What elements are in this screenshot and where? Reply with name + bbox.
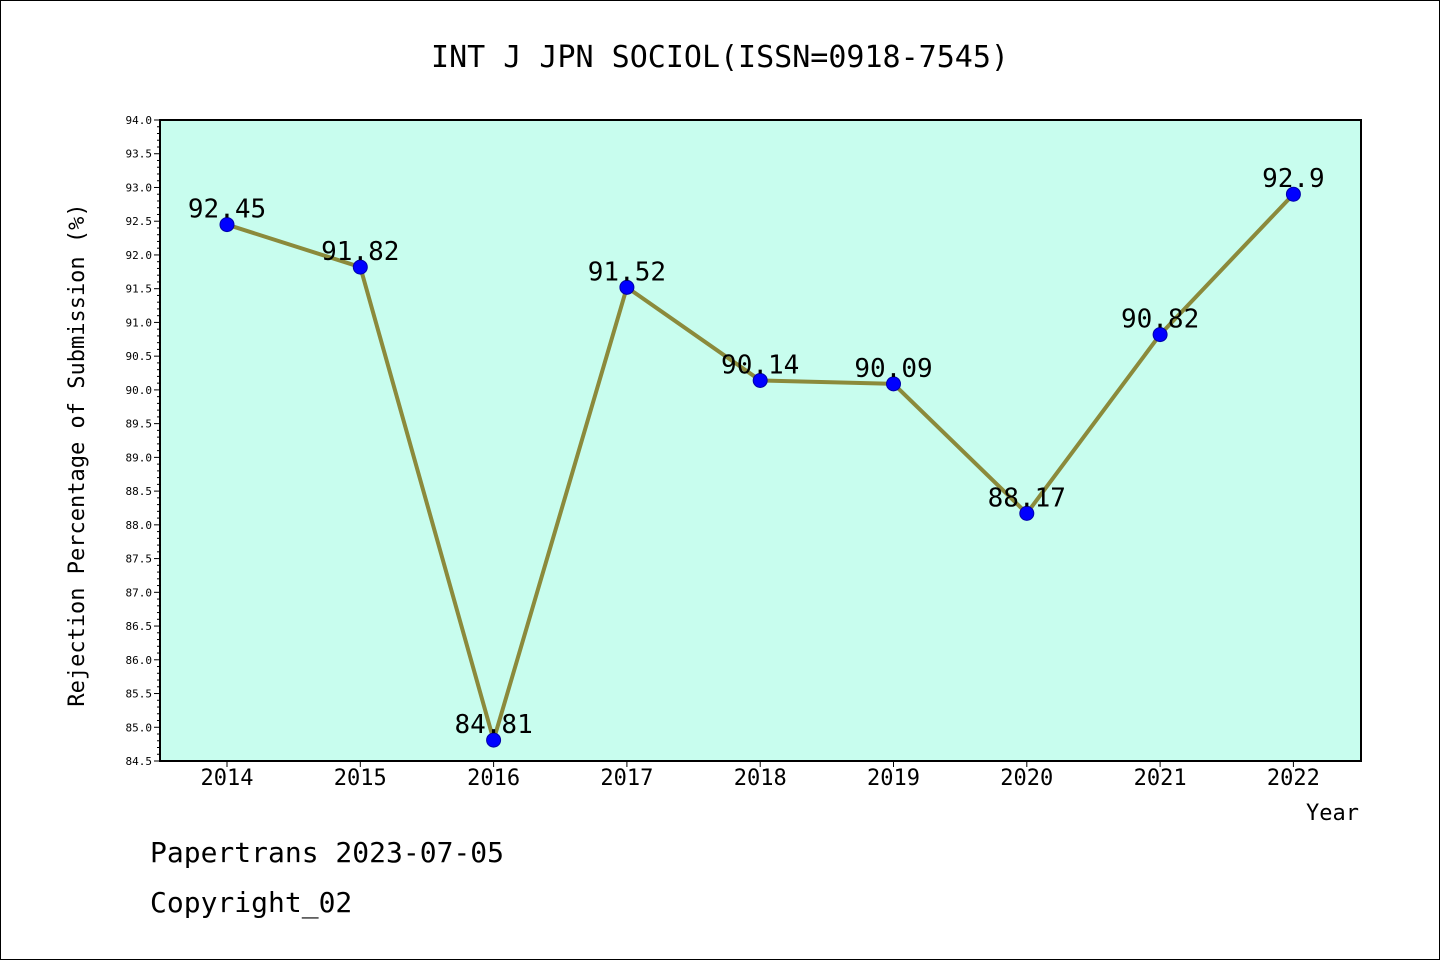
- data-point: [1019, 505, 1035, 521]
- x-axis-ticks: 2014 2015 2016 2017 2018 2019 2020 2021 2022: [201, 761, 1320, 791]
- y-tick-label: 84.5: [126, 755, 153, 768]
- data-label: 91.82: [321, 237, 399, 267]
- data-point: [219, 217, 235, 233]
- data-point: [486, 732, 502, 748]
- data-point: [752, 372, 768, 388]
- data-label: 90.82: [1121, 305, 1199, 335]
- data-label: 91.52: [588, 257, 666, 287]
- y-tick-label: 92.5: [126, 215, 153, 228]
- y-tick-label: 88.0: [126, 519, 153, 532]
- y-tick-label: 88.5: [126, 485, 153, 498]
- y-tick-label: 91.0: [126, 316, 153, 329]
- x-tick-label: 2018: [734, 766, 787, 791]
- y-tick-label: 93.5: [126, 148, 153, 161]
- x-tick-label: 2020: [1000, 766, 1053, 791]
- data-point: [1152, 327, 1168, 343]
- y-tick-label: 89.0: [126, 451, 153, 464]
- y-axis-ticks: 84.5 85.0 85.5 86.0 86.5 87.0 87.5 88.0 88.5 89.0…: [126, 114, 160, 768]
- data-label: 92.45: [188, 195, 266, 225]
- plot-area: [159, 119, 1362, 762]
- chart-title: INT J JPN SOCIOL(ISSN=0918-7545): [431, 40, 1009, 75]
- data-point: [1285, 186, 1301, 202]
- y-tick-label: 85.0: [126, 721, 153, 734]
- y-tick-label: 86.5: [126, 620, 153, 633]
- data-label: 90.14: [721, 350, 799, 380]
- y-tick-label: 91.5: [126, 283, 153, 296]
- x-tick-label: 2019: [867, 766, 920, 791]
- x-tick-label: 2016: [467, 766, 520, 791]
- y-tick-label: 94.0: [126, 114, 153, 127]
- data-point: [886, 376, 901, 392]
- y-tick-label: 89.5: [126, 418, 153, 431]
- data-label: 84.81: [454, 710, 532, 740]
- y-tick-label: 87.0: [126, 586, 153, 599]
- data-point: [352, 259, 368, 275]
- data-point: [619, 279, 635, 295]
- data-label: 88.17: [988, 483, 1066, 513]
- y-tick-label: 86.0: [126, 654, 153, 667]
- y-tick-label: 85.5: [126, 688, 153, 701]
- y-tick-label: 92.0: [126, 249, 153, 262]
- series-group: [219, 186, 1301, 748]
- y-tick-label: 90.0: [126, 384, 153, 397]
- data-label: 90.09: [854, 354, 932, 384]
- x-tick-label: 2014: [201, 766, 254, 791]
- footer-copyright: Copyright_02: [150, 886, 353, 919]
- x-tick-label: 2017: [600, 766, 653, 791]
- y-axis-label: Rejection Percentage of Submission (%): [65, 203, 90, 706]
- x-tick-label: 2021: [1134, 766, 1187, 791]
- y-tick-label: 90.5: [126, 350, 153, 363]
- x-tick-label: 2015: [334, 766, 387, 791]
- x-tick-label: 2022: [1267, 766, 1320, 791]
- x-axis-label: Year: [1306, 801, 1359, 826]
- data-label: 92.9: [1262, 164, 1325, 194]
- y-tick-label: 93.0: [126, 181, 153, 194]
- y-tick-label: 87.5: [126, 553, 153, 566]
- data-labels: 92.45 91.82 84.81 91.52 90.14 90.09 88.17 90.82…: [188, 164, 1325, 740]
- footer-papertrans: Papertrans 2023-07-05: [150, 836, 505, 869]
